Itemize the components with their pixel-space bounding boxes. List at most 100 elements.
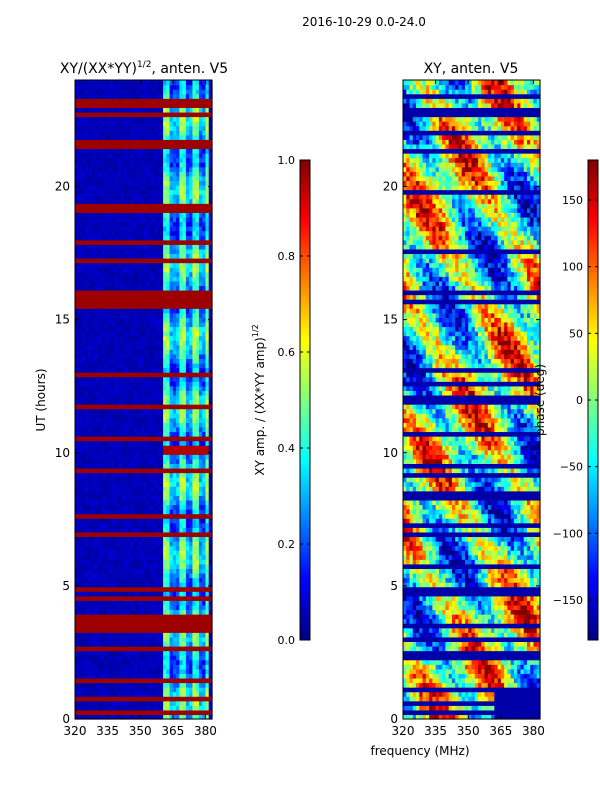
amplitude-cell (153, 175, 158, 182)
amplitude-cell (150, 367, 154, 373)
amplitude-cell (97, 540, 102, 547)
amplitude-cell (182, 659, 187, 665)
amplitude-cell (104, 431, 109, 437)
amplitude-cell (107, 258, 112, 264)
amplitude-cell (133, 513, 138, 519)
amplitude-cell (159, 308, 164, 314)
amplitude-cell (198, 372, 203, 378)
amplitude-cell (195, 509, 200, 515)
amplitude-cell (156, 308, 161, 314)
amplitude-cell (101, 600, 105, 606)
amplitude-cell (208, 349, 213, 355)
amplitude-cell (198, 399, 203, 405)
amplitude-cell (156, 353, 161, 360)
amplitude-cell (202, 650, 207, 656)
amplitude-cell (179, 518, 184, 524)
amplitude-cell (192, 554, 197, 560)
amplitude-cell (208, 490, 213, 496)
amplitude-cell (182, 262, 187, 268)
amplitude-cell (104, 618, 109, 624)
amplitude-cell (172, 358, 177, 364)
amplitude-cell (130, 477, 135, 483)
amplitude-cell (123, 568, 128, 574)
amplitude-cell (146, 609, 151, 615)
amplitude-cell (127, 540, 132, 547)
amplitude-cell (166, 477, 171, 483)
amplitude-cell (130, 595, 135, 601)
amplitude-cell (107, 536, 112, 542)
amplitude-cell (120, 335, 125, 341)
amplitude-cell (114, 550, 118, 556)
amplitude-cell (172, 477, 177, 483)
amplitude-cell (114, 696, 118, 702)
amplitude-cell (198, 641, 203, 647)
amplitude-cell (176, 312, 180, 318)
amplitude-cell (97, 627, 102, 633)
amplitude-cell (195, 445, 200, 451)
amplitude-cell (169, 184, 174, 191)
amplitude-cell (153, 536, 158, 542)
amplitude-cell (179, 230, 184, 236)
amplitude-cell (202, 230, 207, 236)
amplitude-cell (114, 440, 118, 446)
amplitude-cell (133, 436, 138, 442)
amplitude-cell (208, 504, 213, 510)
amplitude-cell (169, 668, 174, 674)
amplitude-cell (140, 353, 145, 360)
amplitude-cell (97, 691, 102, 697)
amplitude-cell (140, 572, 145, 579)
amplitude-cell (156, 203, 161, 209)
amplitude-cell (130, 604, 135, 611)
amplitude-cell (123, 499, 128, 506)
amplitude-cell (127, 289, 132, 296)
amplitude-cell (163, 258, 167, 264)
amplitude-cell (75, 413, 79, 419)
amplitude-cell (150, 426, 154, 433)
amplitude-cell (120, 586, 125, 592)
amplitude-cell (163, 504, 167, 510)
amplitude-cell (114, 235, 118, 241)
amplitude-cell (75, 353, 79, 360)
amplitude-cell (140, 609, 145, 615)
amplitude-cell (143, 609, 148, 615)
amplitude-cell (146, 477, 151, 483)
amplitude-cell (114, 358, 118, 364)
amplitude-cell (120, 518, 125, 524)
amplitude-cell (195, 659, 200, 665)
amplitude-cell (84, 696, 89, 702)
amplitude-cell (94, 559, 99, 565)
amplitude-cell (172, 655, 177, 661)
amplitude-cell (97, 239, 102, 245)
amplitude-cell (159, 440, 164, 446)
amplitude-cell (117, 636, 122, 642)
amplitude-cell (195, 554, 200, 560)
amplitude-cell (143, 235, 148, 241)
amplitude-cell (169, 705, 174, 711)
amplitude-cell (130, 413, 135, 419)
amplitude-cell (91, 180, 96, 186)
amplitude-cell (153, 696, 158, 702)
amplitude-cell (120, 399, 125, 405)
amplitude-cell (78, 655, 83, 661)
amplitude-cell (127, 550, 132, 556)
amplitude-cell (130, 349, 135, 355)
amplitude-cell (189, 253, 194, 259)
amplitude-cell (104, 655, 109, 661)
amplitude-cell (94, 390, 99, 396)
amplitude-cell (140, 527, 145, 533)
amplitude-cell (163, 641, 167, 647)
amplitude-cell (120, 303, 125, 309)
amplitude-cell (140, 285, 145, 291)
amplitude-cell (182, 344, 187, 350)
amplitude-cell (97, 358, 102, 364)
amplitude-cell (136, 531, 141, 538)
amplitude-cell (153, 554, 158, 560)
amplitude-cell (133, 376, 138, 382)
amplitude-cell (91, 677, 96, 684)
amplitude-cell (166, 522, 171, 528)
amplitude-cell (91, 499, 96, 506)
amplitude-cell (78, 572, 83, 579)
amplitude-cell (143, 258, 148, 264)
amplitude-cell (84, 504, 89, 510)
amplitude-cell (169, 312, 174, 318)
